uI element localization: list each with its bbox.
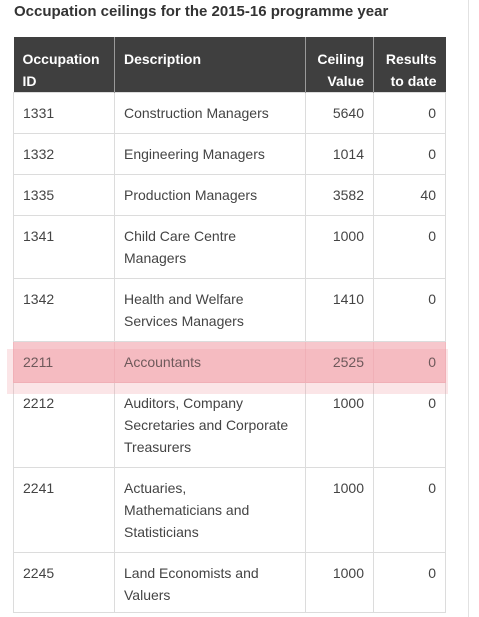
table-header-row: Occupation ID Description Ceiling Value … (13, 37, 446, 93)
cell-occupation-id: 1331 (13, 92, 115, 134)
table-row-highlighted: 2211 Accountants 2525 0 (13, 341, 446, 383)
description-line: Engineering Managers (124, 146, 265, 162)
header-line: Results (385, 51, 437, 67)
cell-ceiling-value: 5640 (305, 92, 374, 134)
cell-occupation-id: 1332 (13, 133, 115, 175)
table-row: 1342 Health and Welfare Services Manager… (13, 278, 446, 342)
description-line: Secretaries and Corporate (124, 417, 289, 433)
table-row: 2241 Actuaries, Mathematicians and Stati… (13, 467, 446, 553)
table-row: 1332 Engineering Managers 1014 0 (13, 133, 446, 175)
cell-ceiling-value: 2525 (305, 341, 374, 383)
cell-occupation-id: 2245 (13, 552, 115, 613)
description-line: Services Managers (124, 313, 244, 329)
cell-description: Land Economists and Valuers (114, 552, 306, 613)
header-line: to date (390, 73, 437, 89)
cell-results-to-date: 0 (373, 382, 446, 468)
cell-results-to-date: 0 (373, 278, 446, 342)
cell-description: Health and Welfare Services Managers (114, 278, 306, 342)
description-line: Statisticians (124, 524, 199, 540)
description-line: Managers (124, 250, 187, 266)
page-title: Occupation ceilings for the 2015-16 prog… (14, 3, 389, 20)
cell-results-to-date: 0 (373, 133, 446, 175)
cell-results-to-date: 0 (373, 92, 446, 134)
table-row: 1331 Construction Managers 5640 0 (13, 92, 446, 134)
description-line: Construction Managers (124, 105, 269, 121)
header-line: Description (124, 51, 202, 67)
cell-description: Accountants (114, 341, 306, 383)
header-occupation-id[interactable]: Occupation ID (13, 37, 115, 93)
cell-ceiling-value: 1014 (305, 133, 374, 175)
cell-occupation-id: 2211 (13, 341, 115, 383)
cell-occupation-id: 1341 (13, 215, 115, 279)
cell-occupation-id: 1335 (13, 174, 115, 216)
cell-description: Actuaries, Mathematicians and Statistici… (114, 467, 306, 553)
description-line: Accountants (124, 354, 202, 370)
cell-occupation-id: 1342 (13, 278, 115, 342)
cell-description: Construction Managers (114, 92, 306, 134)
cell-occupation-id: 2241 (13, 467, 115, 553)
header-ceiling-value[interactable]: Ceiling Value (305, 37, 374, 93)
cell-results-to-date: 0 (373, 341, 446, 383)
cell-description: Auditors, Company Secretaries and Corpor… (114, 382, 306, 468)
cell-ceiling-value: 3582 (305, 174, 374, 216)
header-line: ID (22, 73, 37, 89)
cell-results-to-date: 0 (373, 215, 446, 279)
cell-results-to-date: 40 (373, 174, 446, 216)
cell-description: Production Managers (114, 174, 306, 216)
table-row: 2212 Auditors, Company Secretaries and C… (13, 382, 446, 468)
header-description[interactable]: Description (114, 37, 306, 93)
description-line: Health and Welfare (124, 291, 244, 307)
cell-ceiling-value: 1000 (305, 382, 374, 468)
description-line: Valuers (124, 587, 171, 603)
header-line: Value (327, 73, 364, 89)
description-line: Production Managers (124, 187, 258, 203)
cell-description: Child Care Centre Managers (114, 215, 306, 279)
header-results-to-date[interactable]: Results to date (373, 37, 446, 93)
description-line: Treasurers (124, 439, 192, 455)
cell-results-to-date: 0 (373, 552, 446, 613)
cell-ceiling-value: 1000 (305, 552, 374, 613)
table-row: 2245 Land Economists and Valuers 1000 0 (13, 552, 446, 613)
header-line: Ceiling (317, 51, 364, 67)
occupation-ceilings-table: Occupation ID Description Ceiling Value … (13, 37, 446, 613)
description-line: Mathematicians and (124, 502, 250, 518)
cell-ceiling-value: 1410 (305, 278, 374, 342)
cell-ceiling-value: 1000 (305, 467, 374, 553)
cell-description: Engineering Managers (114, 133, 306, 175)
description-line: Auditors, Company (124, 395, 244, 411)
table-row: 1335 Production Managers 3582 40 (13, 174, 446, 216)
page-right-border (468, 0, 469, 617)
cell-results-to-date: 0 (373, 467, 446, 553)
cell-occupation-id: 2212 (13, 382, 115, 468)
description-line: Child Care Centre (124, 228, 237, 244)
table-row: 1341 Child Care Centre Managers 1000 0 (13, 215, 446, 279)
description-line: Land Economists and (124, 565, 259, 581)
cell-ceiling-value: 1000 (305, 215, 374, 279)
header-line: Occupation (22, 51, 100, 67)
description-line: Actuaries, (124, 480, 187, 496)
